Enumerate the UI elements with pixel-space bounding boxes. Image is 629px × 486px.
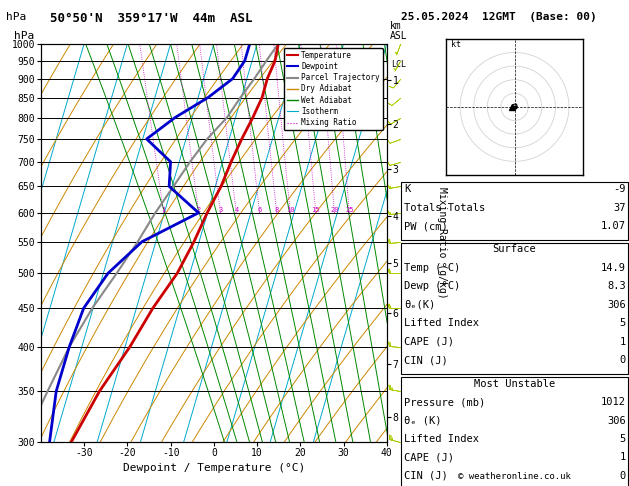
Text: 20: 20 [330,207,339,213]
Text: 25: 25 [345,207,353,213]
Text: CAPE (J): CAPE (J) [404,452,454,463]
Text: 1: 1 [162,207,166,213]
Text: 1: 1 [620,452,626,463]
Legend: Temperature, Dewpoint, Parcel Trajectory, Dry Adiabat, Wet Adiabat, Isotherm, Mi: Temperature, Dewpoint, Parcel Trajectory… [284,48,383,130]
Text: Lifted Index: Lifted Index [404,434,479,444]
Text: CIN (J): CIN (J) [404,471,448,481]
Text: km
ASL: km ASL [390,21,408,41]
Text: CIN (J): CIN (J) [404,355,448,365]
Text: 0: 0 [620,471,626,481]
X-axis label: Dewpoint / Temperature (°C): Dewpoint / Temperature (°C) [123,463,305,473]
Text: Dewp (°C): Dewp (°C) [404,281,460,292]
Text: hPa: hPa [6,12,26,22]
Text: 10: 10 [286,207,294,213]
Text: Surface: Surface [493,244,537,255]
Text: hPa: hPa [14,31,35,41]
Text: 5: 5 [620,318,626,329]
Text: θₑ(K): θₑ(K) [404,300,436,310]
Text: Lifted Index: Lifted Index [404,318,479,329]
Text: 15: 15 [311,207,320,213]
Text: 8: 8 [275,207,279,213]
Text: PW (cm): PW (cm) [404,221,448,231]
Text: Temp (°C): Temp (°C) [404,263,460,273]
Text: 0: 0 [620,355,626,365]
Text: 306: 306 [607,416,626,426]
Text: Totals Totals: Totals Totals [404,203,486,213]
Text: 1012: 1012 [601,397,626,407]
Text: K: K [404,184,411,194]
Text: 8.3: 8.3 [607,281,626,292]
Text: 1.07: 1.07 [601,221,626,231]
Y-axis label: Mixing Ratio (g/kg): Mixing Ratio (g/kg) [437,187,447,299]
Text: 1: 1 [620,337,626,347]
Text: -9: -9 [613,184,626,194]
Text: 5: 5 [620,434,626,444]
Text: 37: 37 [613,203,626,213]
Text: CAPE (J): CAPE (J) [404,337,454,347]
Text: kt: kt [450,40,460,49]
Text: 306: 306 [607,300,626,310]
Text: 3: 3 [218,207,223,213]
Text: © weatheronline.co.uk: © weatheronline.co.uk [458,472,571,481]
Text: 4: 4 [234,207,238,213]
Text: LCL: LCL [391,60,406,69]
Text: 50°50'N  359°17'W  44m  ASL: 50°50'N 359°17'W 44m ASL [50,12,253,25]
Text: Most Unstable: Most Unstable [474,379,555,389]
Text: 25.05.2024  12GMT  (Base: 00): 25.05.2024 12GMT (Base: 00) [401,12,597,22]
Text: 6: 6 [257,207,262,213]
Text: Pressure (mb): Pressure (mb) [404,397,486,407]
Text: 14.9: 14.9 [601,263,626,273]
Text: 2: 2 [197,207,201,213]
Text: θₑ (K): θₑ (K) [404,416,442,426]
